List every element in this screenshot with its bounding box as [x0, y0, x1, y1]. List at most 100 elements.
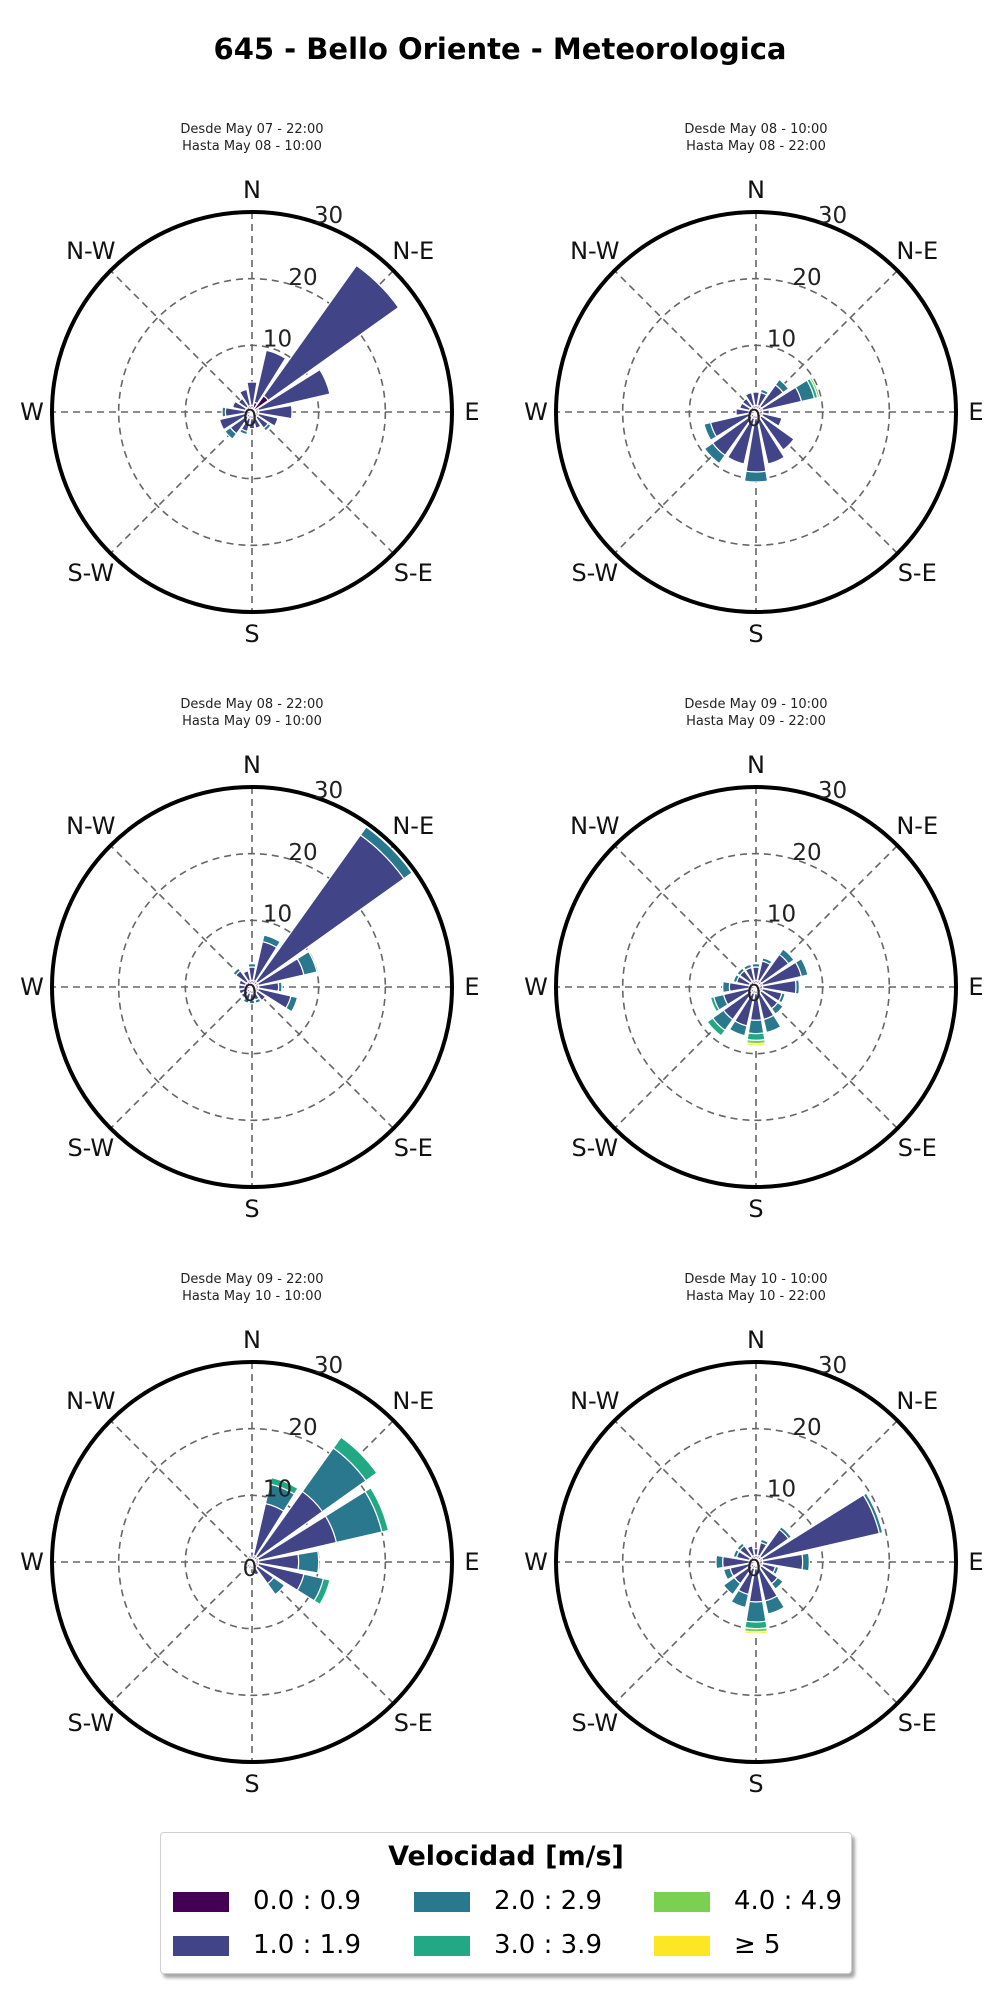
compass-label: E	[464, 973, 479, 1001]
wind-sector	[703, 421, 718, 442]
wind-sector	[746, 1032, 766, 1041]
wind-sector	[238, 428, 249, 436]
compass-label: N	[747, 751, 765, 779]
wind-sector	[746, 1545, 756, 1558]
outer-ring	[50, 210, 454, 614]
wind-sector	[743, 1630, 769, 1635]
compass-label: N-E	[896, 812, 938, 840]
windrose-panel: Desde May 10 - 10:00 Hasta May 10 - 22:00…	[524, 1272, 983, 1798]
ring-label: 20	[288, 1415, 317, 1441]
ring-gridline	[688, 1494, 824, 1630]
figure-title: 645 - Bello Oriente - Meteorologica	[213, 32, 787, 66]
wind-sector	[706, 1017, 726, 1037]
wind-sector	[801, 1552, 810, 1572]
ring-label: 30	[314, 203, 343, 229]
compass-label: S-E	[898, 1709, 937, 1737]
panel-subtitle: Desde May 10 - 10:00	[684, 1272, 827, 1287]
compass-label: S	[748, 620, 763, 648]
compass-label: W	[20, 1548, 44, 1576]
compass-label: E	[464, 398, 479, 426]
legend-label: 3.0 : 3.9	[494, 1930, 602, 1960]
panel-subtitle: Desde May 09 - 22:00	[180, 1272, 323, 1287]
wind-sector	[253, 349, 287, 405]
wind-sector	[751, 963, 761, 968]
panel-subtitle: Desde May 09 - 10:00	[684, 697, 827, 712]
compass-label: S-E	[394, 1134, 433, 1162]
ring-gridline	[117, 277, 387, 547]
wind-sector	[745, 1042, 767, 1047]
wind-sector	[808, 376, 821, 399]
compass-label: S	[244, 1770, 259, 1798]
wind-sector	[247, 1554, 252, 1560]
wind-sector	[742, 963, 753, 971]
windrose-panel: Desde May 07 - 22:00 Hasta May 08 - 10:00…	[20, 122, 479, 648]
compass-label: N-E	[392, 812, 434, 840]
spoke-gridline	[614, 270, 898, 554]
wind-sector	[730, 1589, 750, 1609]
panel-subtitle: Hasta May 08 - 10:00	[182, 139, 322, 154]
spoke-gridline	[614, 845, 898, 1129]
windrose-panel: Desde May 09 - 22:00 Hasta May 10 - 10:00…	[20, 1272, 479, 1798]
wind-sector	[722, 980, 731, 994]
legend-swatch	[654, 1936, 710, 1956]
wind-sector	[722, 1567, 735, 1581]
wind-sector	[296, 950, 318, 976]
ring-label: 10	[767, 1476, 796, 1502]
compass-label: S	[244, 1195, 259, 1223]
compass-label: S-W	[571, 1134, 618, 1162]
compass-label: S-E	[394, 1709, 433, 1737]
panel-subtitle: Hasta May 10 - 22:00	[686, 1289, 826, 1304]
legend-swatch	[414, 1892, 470, 1912]
wind-sector	[764, 1595, 786, 1615]
compass-label: S-E	[898, 1134, 937, 1162]
panel-subtitle: Desde May 08 - 10:00	[684, 122, 827, 137]
compass-label: S-W	[67, 559, 114, 587]
legend-label: 2.0 : 2.9	[494, 1886, 602, 1916]
wind-sector	[777, 992, 786, 1004]
wind-sector	[732, 973, 740, 984]
wind-sector	[332, 1436, 378, 1482]
compass-label: S	[748, 1770, 763, 1798]
wind-sector	[277, 981, 283, 993]
wind-sector	[759, 388, 770, 396]
windrose-panel: Desde May 08 - 10:00 Hasta May 08 - 22:00…	[524, 122, 983, 648]
windrose-panel: Desde May 09 - 10:00 Hasta May 09 - 22:00…	[524, 697, 983, 1223]
compass-label: S-W	[67, 1709, 114, 1737]
ring-gridline	[117, 1427, 387, 1697]
wind-sector	[743, 470, 769, 483]
compass-label: W	[20, 398, 44, 426]
outer-ring	[554, 785, 958, 1189]
compass-label: S-W	[571, 1709, 618, 1737]
ring-gridline	[184, 919, 320, 1055]
ring-label: 30	[818, 203, 847, 229]
compass-label: W	[524, 1548, 548, 1576]
compass-label: S-E	[898, 559, 937, 587]
legend-label: 4.0 : 4.9	[734, 1886, 842, 1916]
compass-label: W	[524, 973, 548, 1001]
wind-sector	[703, 442, 726, 465]
wind-sector	[248, 999, 256, 1005]
wind-sector	[297, 1550, 320, 1574]
wind-sector	[266, 1576, 286, 1596]
ring-label: 0	[243, 981, 258, 1007]
compass-label: E	[968, 398, 983, 426]
wind-sector	[770, 1576, 784, 1590]
spoke-gridline	[110, 845, 394, 1129]
wind-sector	[744, 391, 756, 408]
ring-label: 0	[243, 406, 258, 432]
wind-sector	[224, 426, 238, 440]
wind-sector	[232, 967, 242, 977]
ring-label: 20	[288, 265, 317, 291]
wind-sector	[238, 388, 252, 408]
wind-sector	[794, 957, 809, 978]
wind-sector	[313, 1577, 331, 1606]
compass-label: N-W	[570, 1387, 619, 1415]
wind-sector	[262, 422, 272, 432]
wind-sector	[759, 1538, 770, 1546]
compass-label: S-E	[394, 559, 433, 587]
panel-subtitle: Desde May 07 - 22:00	[180, 122, 323, 137]
compass-label: N-W	[570, 812, 619, 840]
wind-sector	[747, 1019, 765, 1035]
wind-sector	[736, 967, 746, 977]
compass-label: W	[524, 398, 548, 426]
